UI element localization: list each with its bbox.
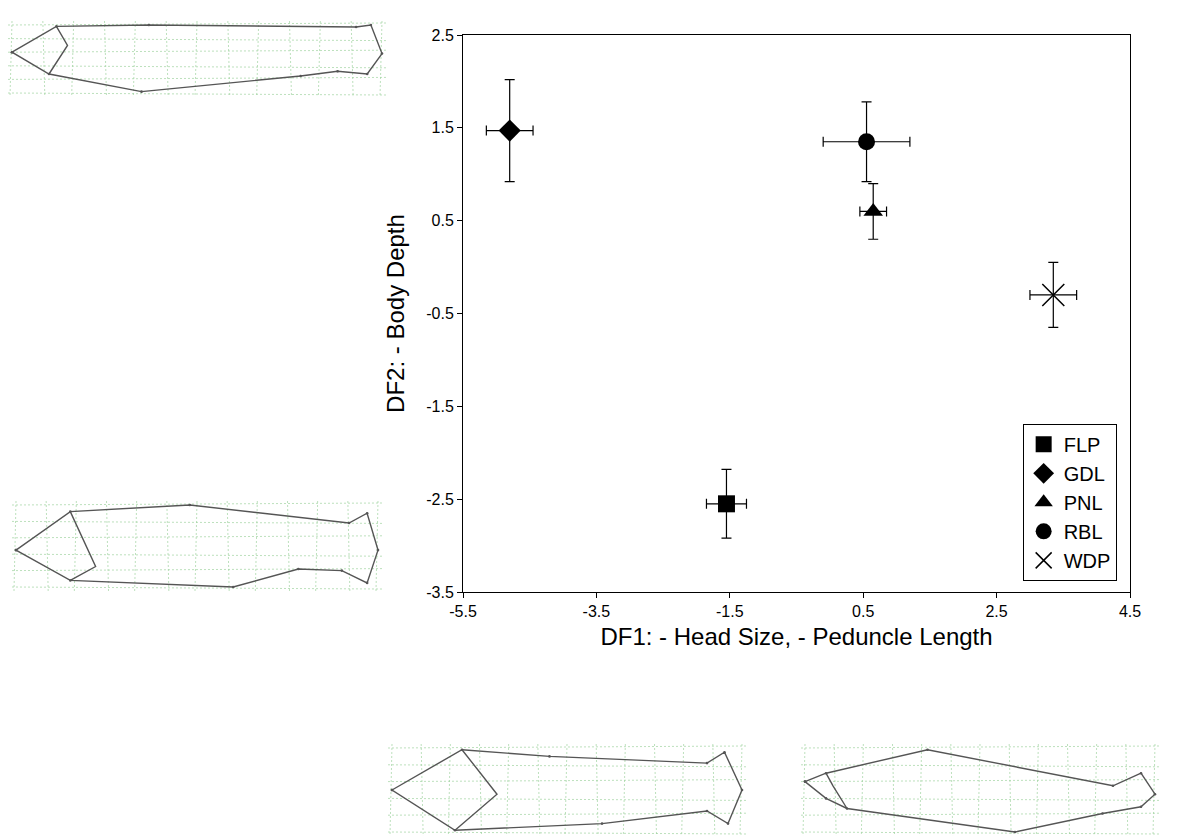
svg-text:2.5: 2.5 — [432, 27, 454, 44]
svg-text:-1.5: -1.5 — [426, 398, 454, 415]
svg-text:1.5: 1.5 — [432, 119, 454, 136]
svg-text:WDP: WDP — [1064, 550, 1111, 572]
svg-text:-3.5: -3.5 — [583, 603, 611, 620]
svg-text:-2.5: -2.5 — [426, 491, 454, 508]
svg-text:FLP: FLP — [1064, 434, 1101, 456]
svg-text:PNL: PNL — [1064, 492, 1103, 514]
svg-text:-0.5: -0.5 — [426, 305, 454, 322]
svg-text:0.5: 0.5 — [852, 603, 874, 620]
svg-text:GDL: GDL — [1064, 463, 1105, 485]
svg-text:RBL: RBL — [1064, 521, 1103, 543]
svg-text:DF2: - Body Depth: DF2: - Body Depth — [382, 214, 409, 413]
svg-text:-5.5: -5.5 — [449, 603, 477, 620]
svg-text:2.5: 2.5 — [985, 603, 1007, 620]
svg-text:4.5: 4.5 — [1119, 603, 1141, 620]
svg-text:DF1: - Head Size, - Peduncle L: DF1: - Head Size, - Peduncle Length — [600, 623, 992, 650]
svg-text:-1.5: -1.5 — [716, 603, 744, 620]
svg-text:0.5: 0.5 — [432, 212, 454, 229]
svg-text:-3.5: -3.5 — [426, 584, 454, 601]
